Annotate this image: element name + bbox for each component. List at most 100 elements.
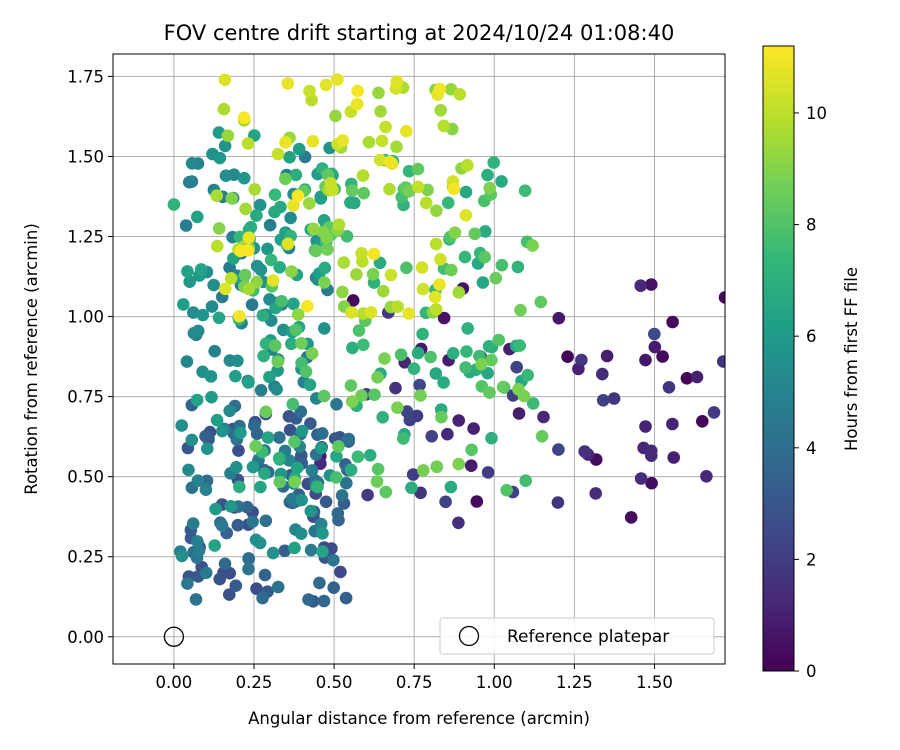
y-tick-label: 1.50: [67, 147, 104, 166]
data-point: [561, 350, 574, 364]
data-point: [304, 504, 318, 518]
data-point: [258, 568, 272, 582]
data-point: [624, 511, 638, 524]
data-point: [429, 303, 443, 316]
y-tick-label: 0.50: [67, 468, 104, 487]
colorbar-tick-label: 0: [806, 662, 817, 681]
y-tick-label: 1.00: [67, 308, 104, 327]
data-point: [285, 265, 298, 278]
data-point: [218, 139, 232, 153]
data-point: [680, 372, 694, 385]
data-point: [304, 543, 318, 557]
data-point: [383, 155, 397, 169]
data-point: [329, 471, 343, 484]
data-point: [317, 389, 331, 403]
data-point: [390, 75, 404, 88]
data-point: [229, 579, 243, 592]
data-point: [372, 86, 385, 100]
data-point: [648, 327, 661, 341]
data-point: [285, 337, 298, 351]
data-point: [481, 168, 494, 182]
data-point: [216, 424, 229, 438]
data-point: [272, 451, 286, 465]
data-point: [370, 475, 384, 488]
data-point: [317, 594, 331, 608]
data-point: [309, 244, 323, 258]
data-point: [350, 268, 363, 281]
data-point: [316, 427, 329, 440]
data-point: [596, 367, 609, 381]
data-point: [219, 169, 233, 182]
y-tick-label: 1.25: [67, 228, 104, 247]
data-point: [212, 311, 226, 325]
data-point: [250, 209, 263, 222]
data-point: [281, 237, 295, 251]
data-point: [452, 516, 465, 530]
data-point: [607, 392, 621, 405]
data-point: [634, 472, 648, 485]
data-point: [239, 202, 252, 216]
data-point: [444, 480, 458, 494]
data-point: [487, 156, 501, 169]
data-point: [283, 423, 297, 437]
data-point: [254, 384, 268, 397]
data-point: [294, 405, 308, 419]
data-point: [511, 260, 525, 274]
data-point: [384, 268, 398, 282]
data-point: [514, 303, 527, 317]
data-point: [257, 349, 270, 363]
data-point: [363, 449, 377, 462]
data-point: [221, 129, 235, 142]
data-point: [205, 300, 219, 313]
data-point: [331, 507, 345, 520]
colorbar-label: Hours from first FF file: [842, 267, 861, 451]
data-point: [303, 84, 316, 98]
colorbar-tick-label: 4: [806, 439, 817, 458]
data-point: [439, 495, 452, 509]
data-point: [535, 430, 549, 443]
data-point: [397, 432, 410, 445]
data-point: [305, 464, 319, 477]
data-point: [230, 461, 243, 474]
data-point: [204, 370, 218, 383]
data-point: [346, 294, 360, 307]
data-point: [273, 475, 287, 489]
data-point: [476, 276, 490, 289]
data-point: [218, 557, 232, 571]
data-point: [639, 353, 652, 367]
data-point: [342, 432, 356, 446]
data-point: [318, 276, 331, 289]
x-tick-label: 0.25: [236, 673, 273, 692]
data-point: [295, 337, 308, 350]
data-point: [340, 476, 353, 490]
data-point: [321, 243, 334, 256]
data-point: [295, 493, 309, 507]
data-points: [167, 73, 725, 608]
data-point: [223, 588, 236, 601]
data-point: [279, 136, 292, 149]
data-point: [303, 378, 317, 392]
data-point: [263, 370, 276, 384]
data-point: [229, 369, 242, 383]
data-point: [210, 189, 223, 202]
data-point: [402, 307, 416, 320]
data-point: [344, 196, 357, 209]
data-point: [242, 244, 255, 257]
data-point: [483, 181, 497, 195]
data-point: [266, 274, 280, 287]
data-point: [237, 171, 251, 185]
data-point: [181, 577, 194, 590]
data-point: [301, 299, 314, 313]
data-point: [284, 211, 297, 225]
data-point: [434, 104, 448, 117]
data-point: [248, 183, 261, 196]
data-point: [483, 386, 496, 399]
data-point: [186, 517, 200, 530]
data-point: [201, 442, 214, 456]
data-point: [662, 381, 676, 394]
data-point: [464, 459, 478, 473]
chart-title: FOV centre drift starting at 2024/10/24 …: [164, 21, 675, 45]
data-point: [417, 464, 430, 477]
data-point: [185, 433, 199, 447]
data-point: [452, 286, 466, 299]
